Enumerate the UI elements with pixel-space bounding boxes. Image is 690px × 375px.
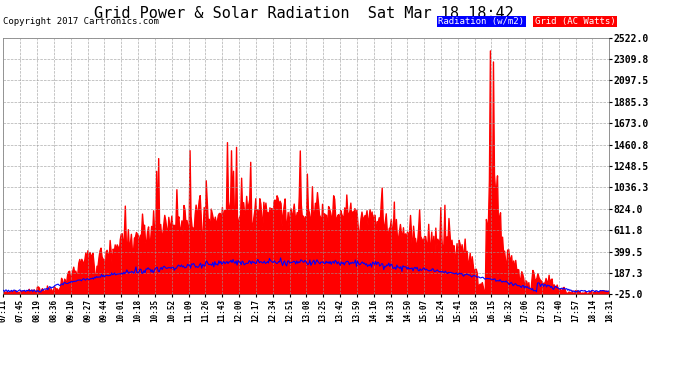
Text: Grid (AC Watts): Grid (AC Watts) (535, 17, 615, 26)
Text: Radiation (w/m2): Radiation (w/m2) (438, 17, 524, 26)
Text: Copyright 2017 Cartronics.com: Copyright 2017 Cartronics.com (3, 17, 159, 26)
Text: Grid Power & Solar Radiation  Sat Mar 18 18:42: Grid Power & Solar Radiation Sat Mar 18 … (94, 6, 513, 21)
